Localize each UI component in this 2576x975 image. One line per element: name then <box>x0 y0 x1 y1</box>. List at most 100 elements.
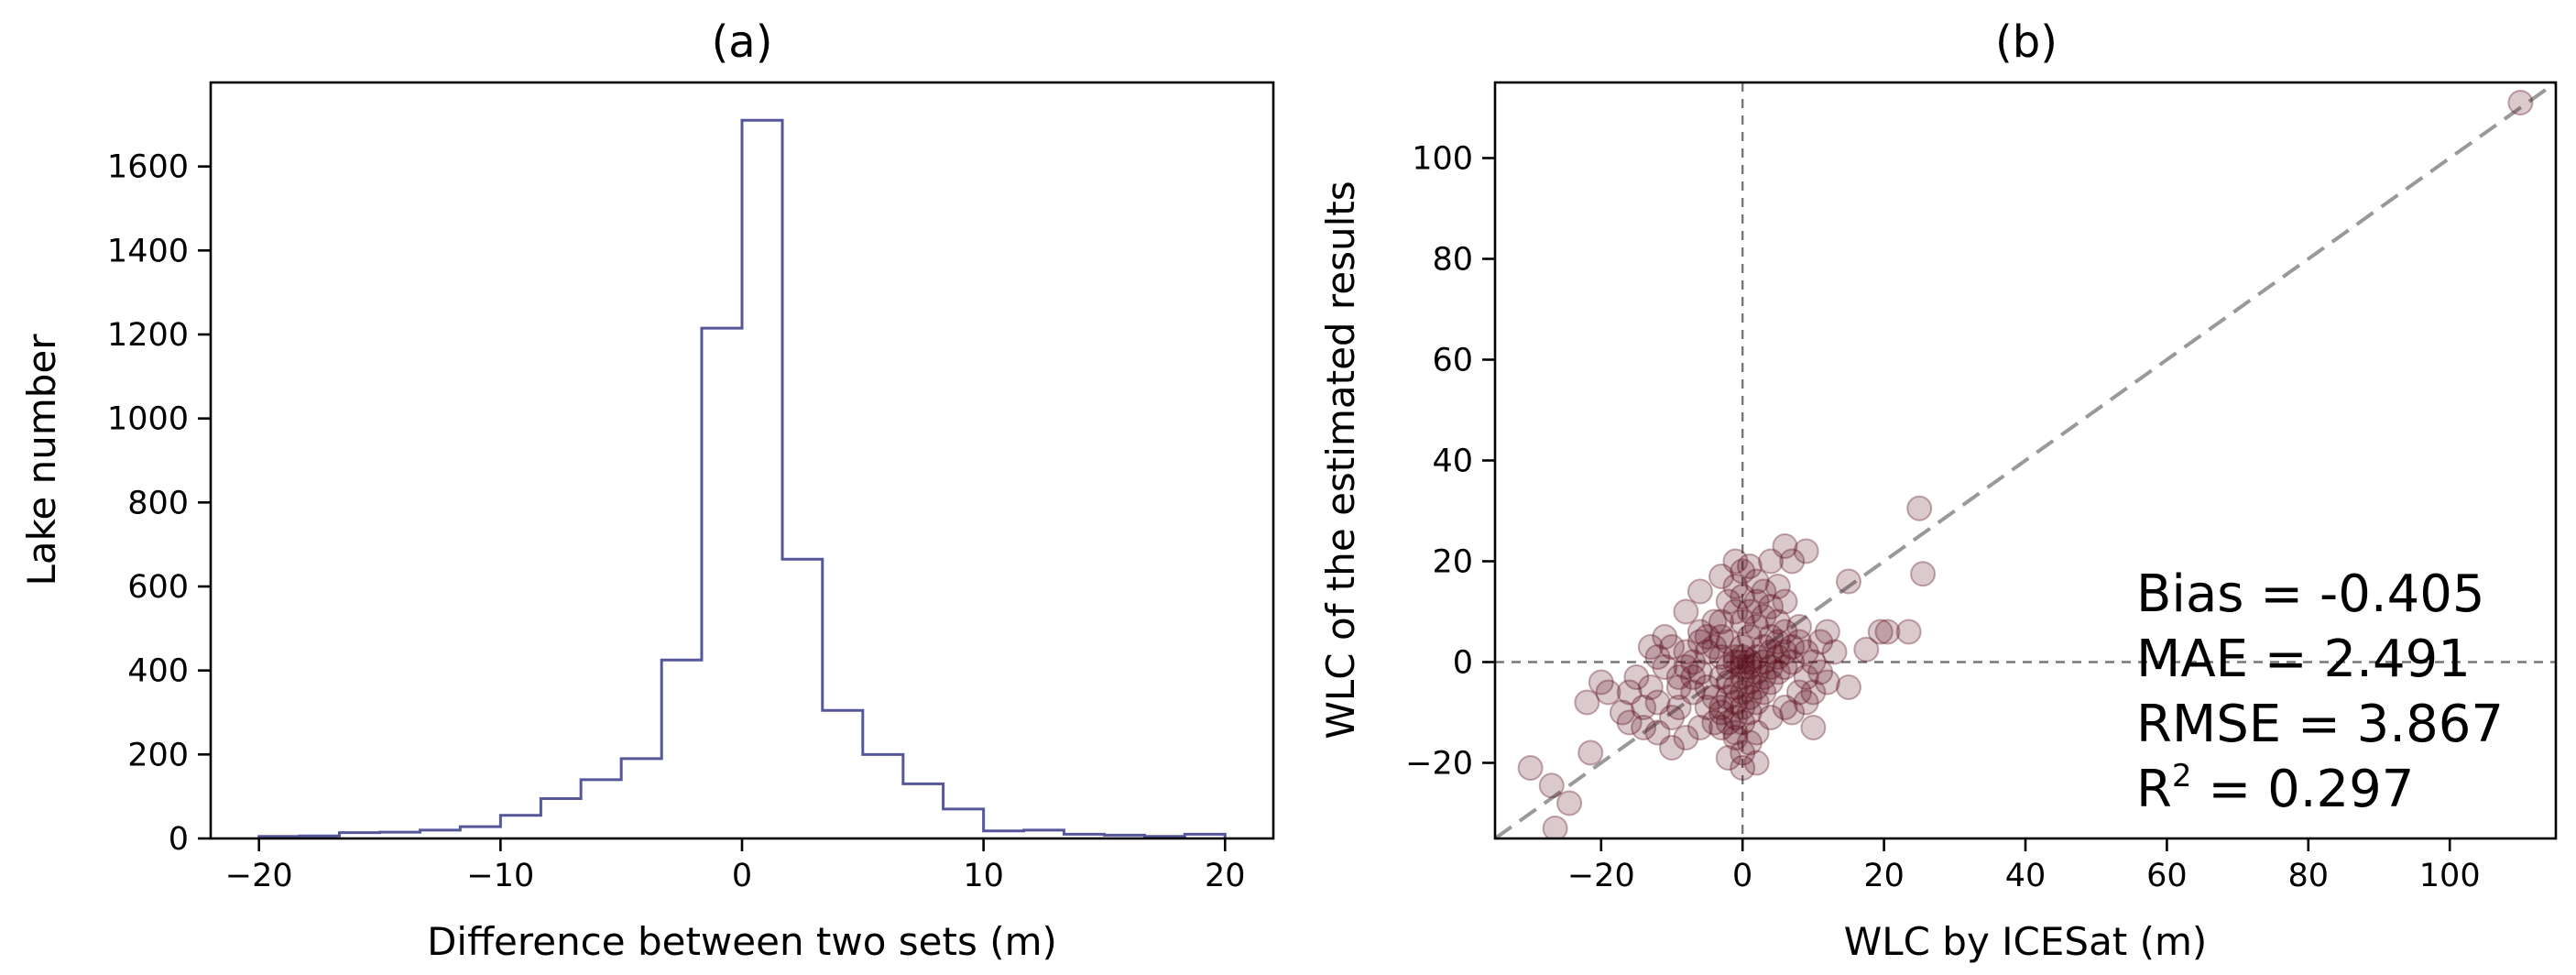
scatter-point <box>1609 699 1635 726</box>
scatter-point <box>1715 654 1741 680</box>
scatter-point <box>1758 594 1785 619</box>
scatter-point <box>1708 699 1735 726</box>
scatter-point <box>1686 629 1713 655</box>
scatter-point <box>1701 709 1728 736</box>
scatter-point <box>1631 715 1657 740</box>
scatter-point <box>1673 639 1699 665</box>
scatter-point <box>1722 689 1749 716</box>
scatter-point <box>1730 644 1756 670</box>
scatter-point <box>1623 664 1650 690</box>
scatter-point <box>1800 649 1827 675</box>
scatter-point <box>2507 90 2534 115</box>
scatter-point <box>1708 664 1735 690</box>
scatter-point <box>1659 705 1685 730</box>
scatter-point <box>1680 679 1707 706</box>
scatter-point <box>1751 664 1777 690</box>
scatter-point <box>1730 654 1756 680</box>
scatter-point <box>1595 679 1621 706</box>
scatter-point <box>1542 816 1568 838</box>
scatter-point <box>1616 679 1643 706</box>
scatter-point <box>1793 538 1819 564</box>
scatter-point <box>1722 548 1749 575</box>
scatter-point <box>1708 564 1735 589</box>
scatter-point <box>1736 685 1763 710</box>
scatter-point <box>1588 669 1614 696</box>
scatter-point <box>1694 674 1720 700</box>
scatter-point <box>1895 619 1922 645</box>
scatter-point <box>1637 634 1664 660</box>
stat-r2-superscript: 2 <box>2172 758 2192 794</box>
scatter-point <box>1764 629 1791 655</box>
scatter-point <box>1736 669 1763 696</box>
scatter-point <box>1665 695 1692 720</box>
scatter-point <box>1764 659 1791 685</box>
histogram-y-tick-label: 800 <box>127 485 189 521</box>
scatter-point <box>1793 639 1819 665</box>
scatter-point <box>1730 709 1756 736</box>
scatter-point <box>1730 679 1756 706</box>
scatter-y-tick-label: 40 <box>1432 444 1473 480</box>
histogram-x-tick-label: −10 <box>466 858 534 894</box>
scatter-point <box>1772 695 1798 720</box>
scatter-point <box>1517 755 1544 781</box>
scatter-point <box>1807 659 1834 685</box>
scatter-point <box>1743 674 1770 700</box>
histogram-y-tick-label: 0 <box>169 821 189 858</box>
scatter-point <box>1836 674 1861 700</box>
histogram-y-axis-label: Lake number <box>19 334 64 586</box>
scatter-point <box>1644 644 1671 670</box>
scatter-point <box>1686 715 1713 740</box>
scatter-point <box>1694 624 1720 650</box>
scatter-point <box>1772 639 1798 665</box>
scatter-point <box>1764 644 1791 670</box>
one-to-one-line <box>1495 82 2556 838</box>
scatter-point <box>1730 649 1756 675</box>
scatter-point <box>1659 735 1685 761</box>
histogram-x-ticks: −20 −10 0 10 20 <box>225 838 1246 894</box>
scatter-point <box>1715 685 1741 710</box>
scatter-point <box>1694 639 1720 665</box>
scatter-y-tick-label: 60 <box>1432 343 1473 379</box>
scatter-point <box>1867 619 1894 645</box>
scatter-point <box>1631 695 1657 720</box>
scatter-point <box>1736 654 1763 680</box>
scatter-point <box>1814 619 1840 645</box>
scatter-point <box>1673 725 1699 750</box>
scatter-point <box>1743 644 1770 670</box>
scatter-reference-lines <box>1495 82 2556 838</box>
scatter-point <box>1736 649 1763 675</box>
scatter-y-tick-label: 100 <box>1412 141 1473 178</box>
scatter-point <box>1821 639 1848 665</box>
scatter-point <box>1793 664 1819 690</box>
scatter-point <box>1758 705 1785 730</box>
scatter-point <box>1772 654 1798 680</box>
scatter-point <box>1743 659 1770 685</box>
scatter-point <box>1616 709 1643 736</box>
scatter-point <box>1758 624 1785 650</box>
scatter-point <box>1659 634 1685 660</box>
scatter-x-ticks: −20 0 20 40 60 80 100 <box>1567 838 2481 894</box>
histogram-y-tick-label: 600 <box>127 569 189 606</box>
scatter-point <box>1577 739 1604 766</box>
scatter-point <box>1758 639 1785 665</box>
scatter-point <box>1743 568 1770 595</box>
scatter-point <box>1730 608 1756 635</box>
scatter-points <box>1517 90 2534 838</box>
histogram-x-tick-label: 0 <box>732 858 752 894</box>
scatter-y-tick-label: 0 <box>1453 645 1473 682</box>
stat-mae: MAE = 2.491 <box>2136 630 2471 689</box>
scatter-point <box>1722 649 1749 675</box>
scatter-y-tick-label: 20 <box>1432 544 1473 581</box>
scatter-point <box>1730 584 1756 609</box>
scatter-point <box>1772 588 1798 615</box>
scatter-point <box>1758 548 1785 575</box>
scatter-x-axis-label: WLC by ICESat (m) <box>1844 919 2208 964</box>
scatter-point <box>1686 619 1713 645</box>
scatter-point <box>1751 649 1777 675</box>
scatter-point <box>1785 629 1812 655</box>
scatter-title: (b) <box>1995 16 2058 68</box>
scatter-point <box>1708 695 1735 720</box>
scatter-point <box>1736 598 1763 625</box>
scatter-point <box>1751 634 1777 660</box>
scatter-point <box>1722 674 1749 700</box>
